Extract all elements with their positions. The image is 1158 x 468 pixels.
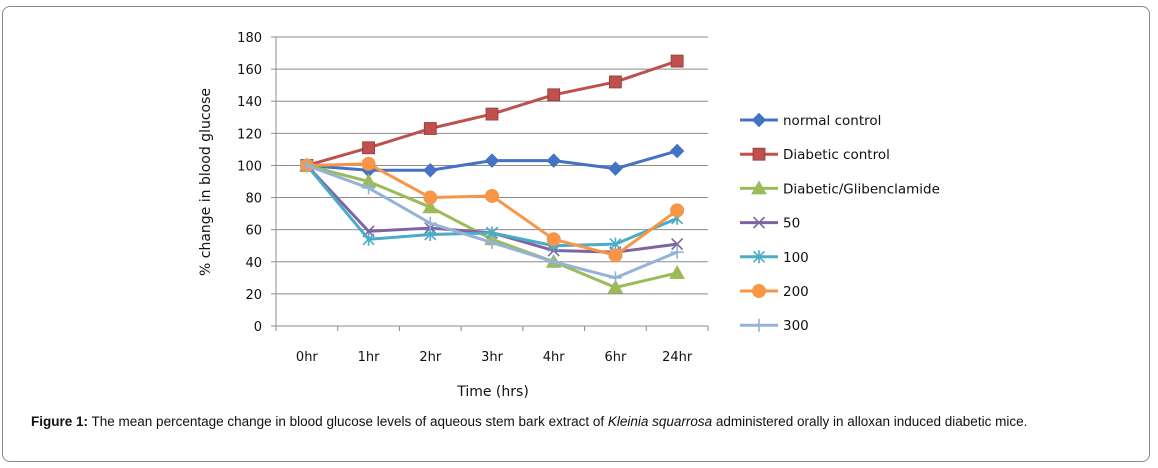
data-point — [669, 143, 685, 159]
data-point — [424, 227, 437, 241]
data-point — [670, 203, 685, 218]
x-tick-label: 2hr — [419, 350, 442, 365]
x-tick-label: 3hr — [481, 350, 504, 365]
y-axis-title: % change in blood glucose — [198, 88, 214, 276]
y-tick-label: 80 — [245, 192, 262, 207]
legend-label: 100 — [783, 250, 809, 266]
series-5 — [299, 156, 685, 263]
data-point — [485, 236, 499, 250]
y-tick-label: 100 — [237, 159, 262, 174]
y-tick-label: 0 — [254, 320, 262, 335]
legend-marker — [752, 250, 766, 264]
data-point — [485, 188, 499, 203]
caption-text-before: The mean percentage change in blood gluc… — [88, 414, 608, 429]
data-point — [609, 75, 622, 89]
data-point — [671, 238, 684, 251]
data-point — [546, 153, 561, 168]
data-point — [423, 163, 438, 178]
caption-text-after: administered orally in alloxan induced d… — [712, 414, 1028, 429]
data-point — [362, 232, 375, 246]
x-tick-label: 6hr — [604, 350, 627, 365]
figure-caption: Figure 1: The mean percentage change in … — [31, 413, 1131, 431]
legend-marker — [751, 112, 767, 128]
legend-label: 200 — [783, 284, 809, 300]
data-point — [608, 271, 622, 285]
legend-item: 100 — [740, 250, 809, 266]
legend-marker — [752, 147, 766, 161]
legend-item: normal control — [740, 112, 881, 129]
legend-marker — [752, 284, 766, 298]
legend-label: normal control — [783, 113, 881, 129]
data-point — [669, 264, 685, 280]
data-point — [362, 141, 375, 155]
x-tick-label: 1hr — [358, 350, 381, 365]
data-point — [607, 279, 624, 294]
data-point — [423, 122, 437, 135]
data-point — [422, 199, 439, 214]
legend-marker — [751, 180, 767, 195]
legend-label: Diabetic control — [783, 147, 890, 163]
y-tick-label: 120 — [237, 127, 262, 142]
legend-item: Diabetic/Glibenclamide — [740, 180, 940, 197]
series-6 — [300, 158, 684, 285]
x-tick-label: 0hr — [296, 350, 319, 365]
x-tick-label: 24hr — [662, 350, 693, 365]
data-point — [362, 181, 376, 195]
data-point — [608, 161, 623, 176]
data-point — [485, 107, 499, 121]
legend-marker — [752, 318, 766, 332]
data-point — [300, 158, 314, 172]
legend-item: 300 — [740, 318, 809, 334]
legend-item: 200 — [740, 284, 809, 300]
x-axis-title: Time (hrs) — [456, 384, 529, 400]
data-point — [484, 153, 500, 168]
data-point — [423, 190, 438, 205]
figure-frame — [2, 6, 1150, 462]
y-tick-label: 40 — [245, 256, 262, 271]
y-tick-label: 60 — [245, 224, 262, 239]
x-tick-label: 4hr — [543, 350, 566, 365]
legend-label: Diabetic/Glibenclamide — [783, 181, 940, 197]
y-tick-label: 140 — [237, 95, 262, 110]
data-point — [361, 156, 376, 171]
data-point — [670, 54, 684, 68]
legend-marker — [752, 216, 766, 229]
data-point — [423, 216, 437, 230]
data-point — [670, 245, 684, 259]
legend-label: 50 — [783, 216, 800, 232]
legend-item: 50 — [740, 216, 800, 232]
data-point — [547, 255, 561, 269]
data-point — [608, 248, 623, 263]
y-tick-label: 160 — [237, 63, 262, 78]
y-tick-label: 180 — [237, 31, 262, 46]
data-point — [546, 232, 561, 247]
line-chart: 0 20 40 60 80 100 120 140 160 180 0hr 1hr 2hr 3hr 4hr 6… — [198, 31, 940, 400]
y-tick-label: 20 — [245, 288, 262, 303]
legend-item: Diabetic control — [740, 147, 890, 163]
caption-label: Figure 1: — [31, 414, 89, 429]
caption-species: Kleinia squarrosa — [607, 414, 713, 429]
legend-label: 300 — [783, 318, 809, 334]
data-point — [547, 88, 561, 102]
series-line — [306, 164, 678, 280]
